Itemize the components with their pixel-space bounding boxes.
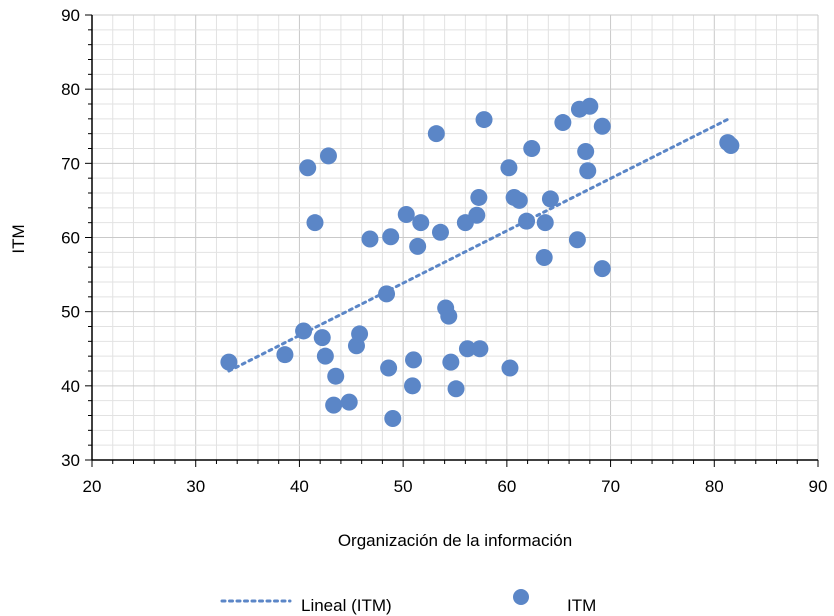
x-tick-label: 90 (809, 477, 828, 496)
data-point (405, 351, 423, 369)
data-point (510, 191, 528, 209)
data-point (351, 325, 369, 343)
y-tick-label: 60 (61, 229, 80, 248)
data-point (412, 214, 430, 232)
legend-itm-label: ITM (567, 596, 596, 615)
data-point (409, 237, 427, 255)
data-point (468, 206, 486, 224)
data-point (295, 322, 313, 340)
data-point (568, 231, 586, 249)
legend-itm-swatch (513, 589, 529, 605)
data-point (447, 380, 465, 398)
y-axis-title: ITM (9, 224, 28, 253)
data-point (325, 396, 343, 414)
data-point (440, 307, 458, 325)
data-point (442, 353, 460, 371)
trendline-layer (227, 117, 731, 373)
data-point (327, 367, 345, 385)
data-point (470, 188, 488, 206)
data-point (431, 223, 449, 241)
legend: Lineal (ITM) ITM (220, 589, 596, 615)
data-point (722, 137, 740, 155)
data-point (403, 377, 421, 395)
trendline (227, 117, 731, 373)
data-point (501, 359, 519, 377)
axes (85, 14, 819, 467)
data-point (427, 125, 445, 143)
x-tick-label: 20 (83, 477, 102, 496)
data-points (220, 97, 740, 427)
data-point (384, 409, 402, 427)
data-point (554, 114, 572, 132)
y-tick-label: 50 (61, 303, 80, 322)
data-point (306, 214, 324, 232)
data-point (593, 117, 611, 135)
data-point (577, 142, 595, 160)
y-tick-label: 70 (61, 154, 80, 173)
data-point (579, 162, 597, 180)
data-point (382, 228, 400, 246)
y-tick-label: 40 (61, 377, 80, 396)
legend-trendline-label: Lineal (ITM) (301, 596, 392, 615)
data-point (518, 212, 536, 230)
x-axis-title: Organización de la información (338, 531, 572, 550)
y-tick-label: 30 (61, 451, 80, 470)
y-tick-label: 80 (61, 80, 80, 99)
x-tick-label: 40 (290, 477, 309, 496)
x-tick-label: 70 (601, 477, 620, 496)
x-tick-label: 30 (186, 477, 205, 496)
y-tick-label: 90 (61, 6, 80, 25)
data-point (536, 214, 554, 232)
data-point (500, 159, 518, 177)
data-point (276, 346, 294, 364)
data-point (340, 393, 358, 411)
data-point (471, 340, 489, 358)
data-point (361, 230, 379, 248)
data-point (220, 353, 238, 371)
data-point (541, 190, 559, 208)
data-point (397, 206, 415, 224)
x-tick-label: 80 (705, 477, 724, 496)
x-tick-label: 50 (394, 477, 413, 496)
data-point (581, 97, 599, 115)
data-point (378, 285, 396, 303)
data-point (319, 147, 337, 165)
data-point (523, 140, 541, 157)
grid-lines (91, 14, 819, 461)
data-point (299, 159, 317, 177)
data-point (593, 260, 611, 278)
data-point (535, 249, 553, 267)
data-point (313, 329, 331, 347)
data-point (316, 347, 334, 365)
data-point (380, 359, 398, 377)
data-point (475, 111, 493, 129)
x-tick-label: 60 (497, 477, 516, 496)
data-point (458, 340, 476, 358)
